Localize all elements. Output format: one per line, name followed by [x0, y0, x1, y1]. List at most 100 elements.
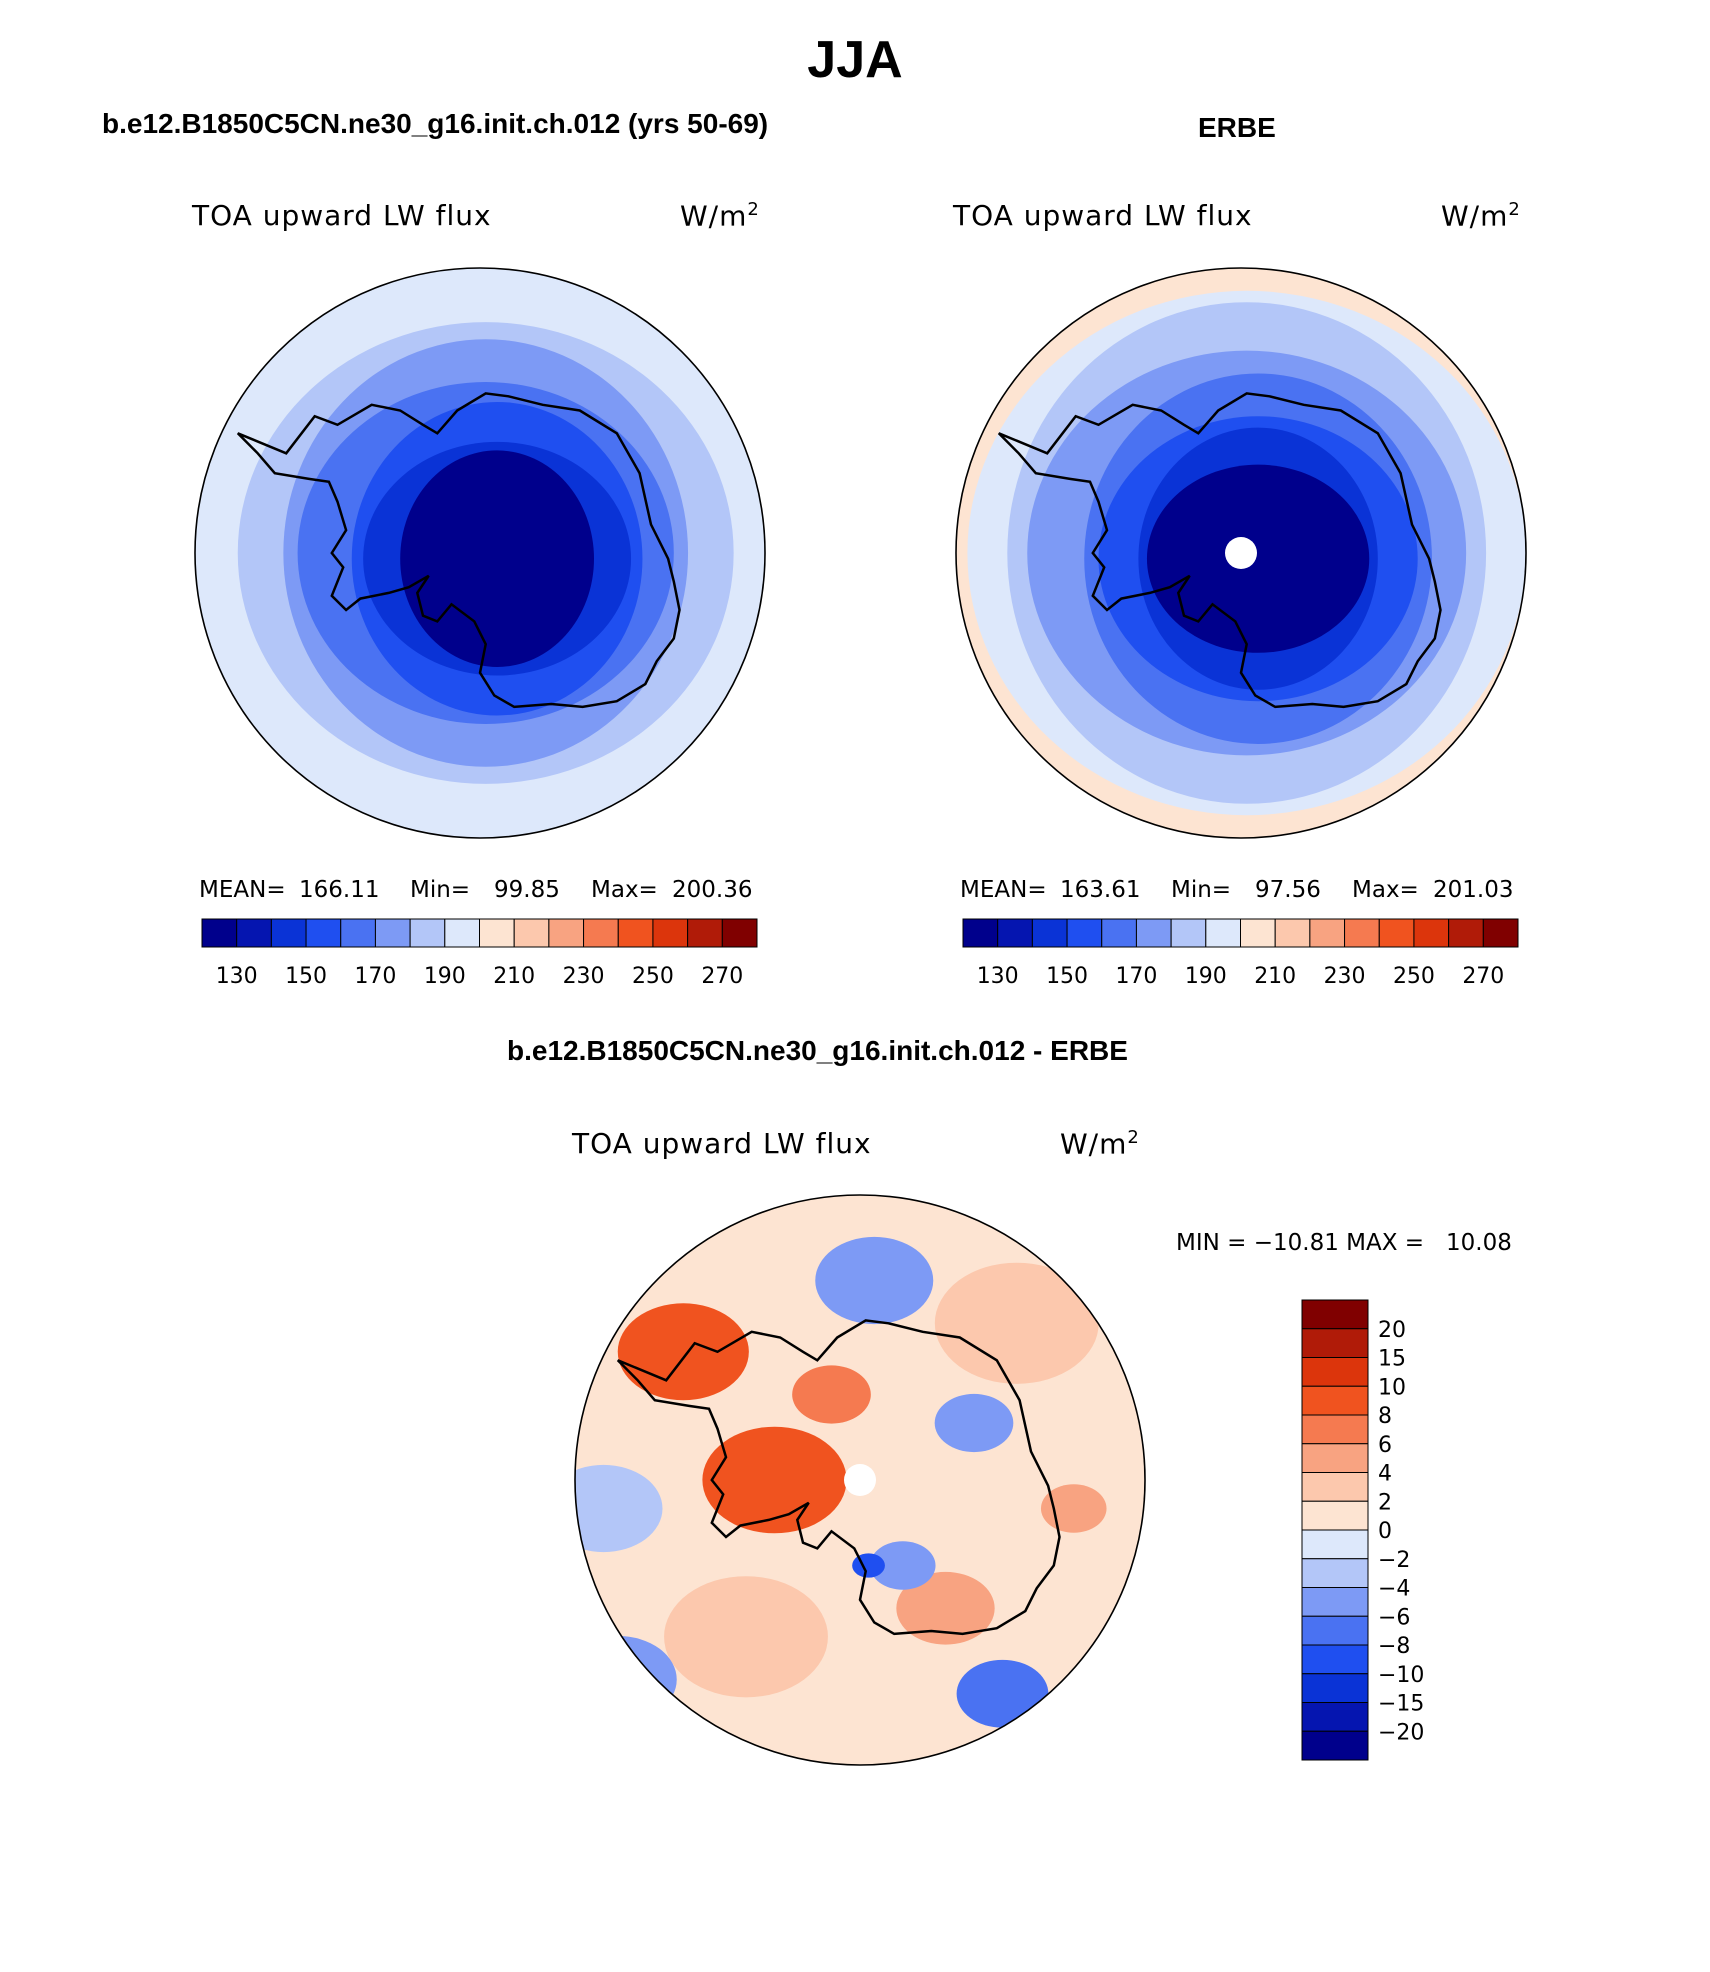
colorbar-swatch	[1482, 918, 1519, 948]
panel2-max-label: Max=	[1352, 877, 1419, 903]
panel1-mean-value: 166.11	[299, 877, 380, 903]
colorbar-swatch	[548, 918, 585, 948]
contour-band-125	[400, 450, 594, 667]
colorbar-swatch	[1240, 918, 1276, 948]
anomaly-cell	[852, 1553, 885, 1578]
colorbar-swatch	[1301, 1673, 1369, 1703]
panel2-min-label: Min=	[1171, 877, 1232, 903]
map-panel-1	[194, 267, 766, 839]
colorbar-swatch	[1301, 1587, 1369, 1617]
colorbar-tick-label: 8	[1378, 1404, 1392, 1429]
panel1-max-label: Max=	[591, 877, 658, 903]
panel1-variable-label: TOA upward LW flux	[192, 199, 492, 232]
colorbar-tick-label: 210	[493, 964, 535, 989]
colorbar-swatch	[1301, 1615, 1369, 1646]
colorbar-swatch	[374, 918, 411, 948]
colorbar-tick-label: 2	[1378, 1490, 1392, 1515]
colorbar-swatch	[1448, 918, 1484, 948]
anomaly-cell	[934, 1393, 1014, 1453]
colorbar-tick-label: 10	[1378, 1375, 1406, 1400]
colorbar-tick-label: 130	[216, 964, 258, 989]
colorbar-tick-label: −10	[1378, 1663, 1424, 1688]
panel2-mean-label: MEAN=	[960, 877, 1047, 903]
figure-title: JJA	[807, 31, 903, 89]
antarctica-coastline	[997, 392, 1442, 709]
colorbar-swatch	[997, 918, 1033, 948]
colorbar-swatch	[1301, 1328, 1369, 1358]
colorbar-swatch	[270, 918, 307, 948]
colorbar-swatch	[1301, 1443, 1369, 1473]
panel1-min-label: Min=	[410, 877, 471, 903]
colorbar-tick-label: 150	[285, 964, 327, 989]
colorbar-tick-label: 130	[977, 964, 1019, 989]
colorbar-swatch	[236, 918, 272, 948]
panel3-units-label: W/m2	[1060, 1127, 1140, 1161]
antarctica-coastline	[236, 392, 681, 709]
colorbar-panel-1: 130 150 170 190 210 230 250 270	[201, 918, 758, 989]
colorbar-tick-label: 6	[1378, 1433, 1392, 1458]
colorbar-tick-label: 190	[424, 964, 466, 989]
anomaly-cell	[815, 1236, 934, 1325]
panel1-units-label: W/m2	[680, 199, 760, 233]
anomaly-cell	[896, 1571, 995, 1645]
colorbar-swatch	[652, 918, 689, 948]
colorbar-tick-label: 190	[1185, 964, 1227, 989]
colorbar-tick-label: −15	[1378, 1692, 1424, 1717]
colorbar-swatch	[1274, 918, 1311, 948]
colorbar-swatch	[1301, 1644, 1369, 1675]
colorbar-swatch	[1301, 1414, 1369, 1445]
map-panel-2	[955, 267, 1527, 839]
antarctica-coastline	[616, 1319, 1061, 1636]
colorbar-tick-label: 150	[1046, 964, 1088, 989]
colorbar-swatch	[513, 918, 550, 948]
panel2-title: ERBE	[1198, 112, 1276, 143]
panel2-min-value: 97.56	[1255, 877, 1321, 903]
colorbar-tick-label: 230	[1324, 964, 1366, 989]
colorbar-swatch	[1205, 918, 1241, 948]
colorbar-tick-label: 270	[701, 964, 743, 989]
panel2-variable-label: TOA upward LW flux	[953, 199, 1253, 232]
colorbar-tick-label: 15	[1378, 1347, 1406, 1372]
colorbar-swatch	[201, 918, 238, 948]
anomaly-cell	[575, 1464, 663, 1553]
colorbar-tick-label: 250	[1393, 964, 1435, 989]
colorbar-swatch	[1378, 918, 1415, 948]
panel1-mean-label: MEAN=	[199, 877, 286, 903]
colorbar-swatch	[1301, 1558, 1369, 1588]
colorbar-swatch	[409, 918, 446, 948]
colorbar-swatch	[1301, 1529, 1369, 1560]
colorbar-swatch	[1301, 1299, 1369, 1330]
colorbar-tick-label: 270	[1462, 964, 1504, 989]
colorbar-swatch	[305, 918, 342, 948]
colorbar-swatch	[1031, 918, 1068, 948]
panel1-max-value: 200.36	[672, 877, 753, 903]
colorbar-tick-label: 20	[1378, 1318, 1406, 1343]
anomaly-cell	[934, 1262, 1099, 1384]
anomaly-cell	[664, 1576, 828, 1698]
colorbar-tick-label: 210	[1254, 964, 1296, 989]
colorbar-swatch	[1301, 1702, 1369, 1732]
colorbar-swatch	[1301, 1730, 1369, 1761]
colorbar-swatch	[1301, 1385, 1369, 1416]
anomaly-cell	[869, 1541, 936, 1590]
colorbar-tick-label: −8	[1378, 1634, 1410, 1659]
anomaly-cell	[792, 1365, 871, 1424]
colorbar-tick-label: 230	[563, 964, 605, 989]
pole-missing-marker	[844, 1464, 876, 1496]
colorbar-swatch	[1309, 918, 1346, 948]
colorbar-swatch	[583, 918, 619, 948]
anomaly-cell	[575, 1635, 677, 1724]
colorbar-swatch	[444, 918, 480, 948]
panel1-title: b.e12.B1850C5CN.ne30_g16.init.ch.012 (yr…	[102, 108, 769, 139]
colorbar-tick-label: 170	[1115, 964, 1157, 989]
colorbar-tick-label: 170	[354, 964, 396, 989]
colorbar-swatch	[687, 918, 723, 948]
map-panel-3	[574, 1194, 1146, 1766]
colorbar-tick-label: 250	[632, 964, 674, 989]
colorbar-swatch	[1101, 918, 1137, 948]
colorbar-swatch	[721, 918, 758, 948]
colorbar-swatch	[479, 918, 515, 948]
colorbar-tick-label: −2	[1378, 1548, 1410, 1573]
